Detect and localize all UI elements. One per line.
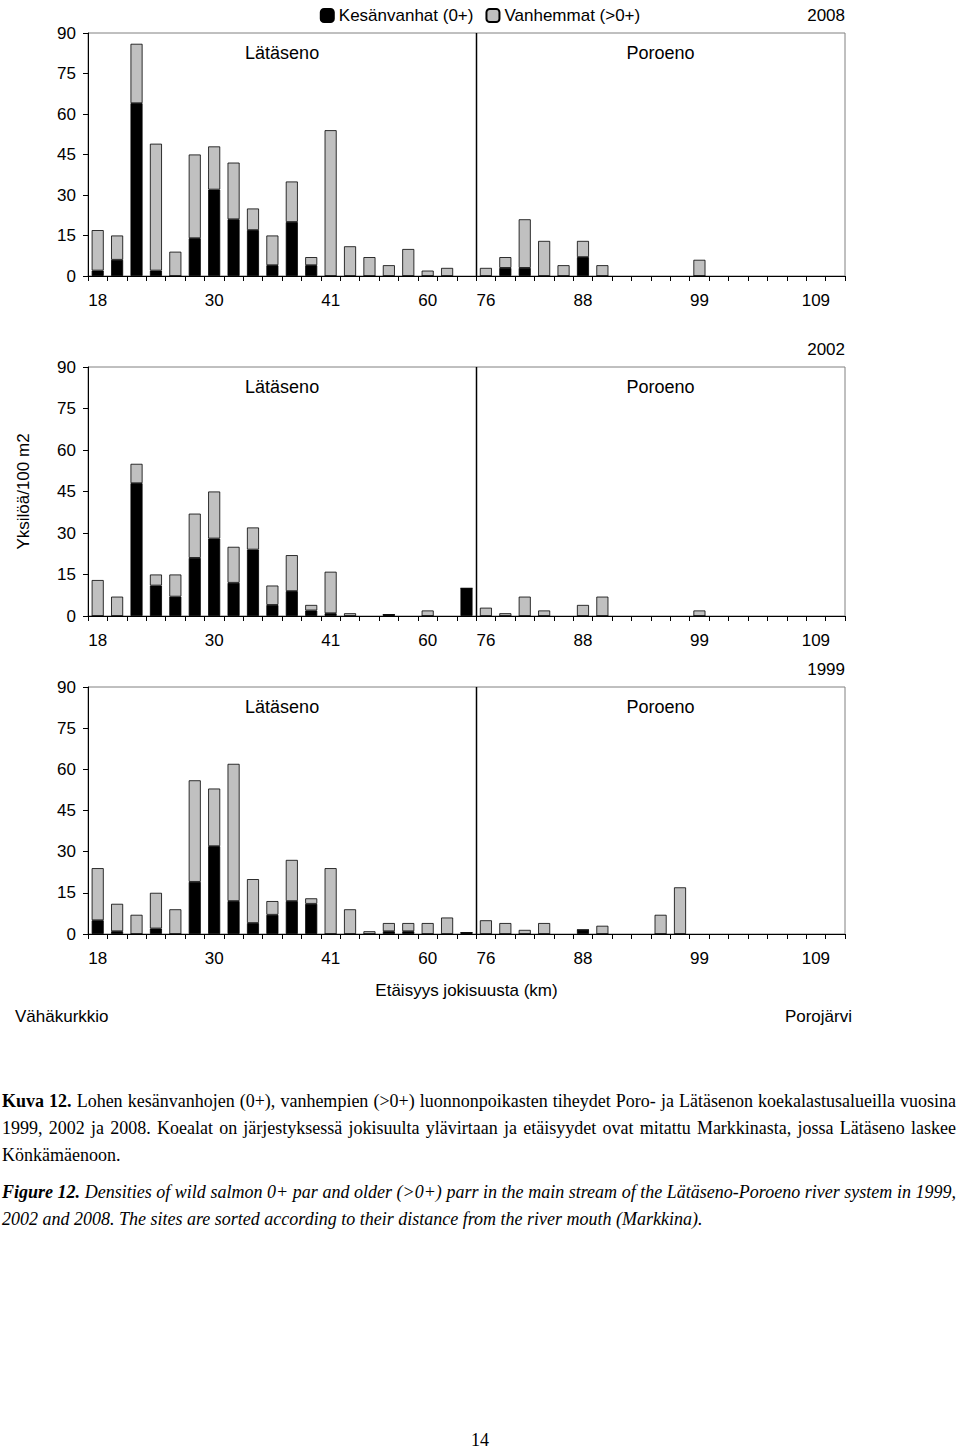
svg-text:75: 75 bbox=[57, 719, 76, 738]
svg-text:60: 60 bbox=[57, 760, 76, 779]
svg-text:30: 30 bbox=[57, 524, 76, 543]
svg-text:Poroeno: Poroeno bbox=[627, 697, 695, 717]
svg-text:Poroeno: Poroeno bbox=[627, 377, 695, 397]
svg-text:41: 41 bbox=[321, 949, 340, 968]
svg-text:99: 99 bbox=[690, 291, 709, 310]
svg-text:90: 90 bbox=[57, 358, 76, 377]
svg-text:15: 15 bbox=[57, 565, 76, 584]
svg-text:60: 60 bbox=[418, 631, 437, 650]
html-text:Figure 12. Densities of wild s: Figure 12. Densities of wild salmon 0+ p… bbox=[2, 1182, 956, 1229]
svg-text:Yksilöä/100 m2: Yksilöä/100 m2 bbox=[14, 433, 33, 549]
svg-text:45: 45 bbox=[57, 482, 76, 501]
svg-text:60: 60 bbox=[418, 949, 437, 968]
svg-text:90: 90 bbox=[57, 678, 76, 697]
svg-text:1999: 1999 bbox=[807, 660, 845, 679]
svg-text:15: 15 bbox=[57, 883, 76, 902]
svg-text:45: 45 bbox=[57, 145, 76, 164]
svg-text:75: 75 bbox=[57, 64, 76, 83]
svg-text:30: 30 bbox=[205, 949, 224, 968]
svg-text:88: 88 bbox=[574, 949, 593, 968]
svg-text:109: 109 bbox=[802, 291, 830, 310]
svg-text:Lätäseno: Lätäseno bbox=[245, 377, 319, 397]
svg-text:30: 30 bbox=[205, 291, 224, 310]
svg-text:41: 41 bbox=[321, 631, 340, 650]
svg-text:99: 99 bbox=[690, 631, 709, 650]
svg-text:2008: 2008 bbox=[807, 6, 845, 25]
svg-text:0: 0 bbox=[67, 607, 76, 626]
svg-text:99: 99 bbox=[690, 949, 709, 968]
svg-text:75: 75 bbox=[57, 399, 76, 418]
svg-text:18: 18 bbox=[88, 949, 107, 968]
svg-text:88: 88 bbox=[574, 631, 593, 650]
svg-text:76: 76 bbox=[476, 291, 495, 310]
svg-text:Vähäkurkkio: Vähäkurkkio bbox=[15, 1007, 109, 1026]
svg-text:76: 76 bbox=[476, 631, 495, 650]
svg-text:30: 30 bbox=[57, 186, 76, 205]
svg-text:2002: 2002 bbox=[807, 340, 845, 359]
svg-text:41: 41 bbox=[321, 291, 340, 310]
svg-text:45: 45 bbox=[57, 801, 76, 820]
svg-text:18: 18 bbox=[88, 631, 107, 650]
svg-text:15: 15 bbox=[57, 226, 76, 245]
svg-text:88: 88 bbox=[574, 291, 593, 310]
svg-text:0: 0 bbox=[67, 925, 76, 944]
svg-text:Lätäseno: Lätäseno bbox=[245, 697, 319, 717]
svg-text:90: 90 bbox=[57, 24, 76, 43]
svg-text:0: 0 bbox=[67, 267, 76, 286]
svg-text:30: 30 bbox=[57, 842, 76, 861]
svg-text:60: 60 bbox=[57, 441, 76, 460]
svg-text:60: 60 bbox=[418, 291, 437, 310]
svg-text:60: 60 bbox=[57, 105, 76, 124]
svg-text:Kesänvanhat (0+): Kesänvanhat (0+) bbox=[339, 6, 474, 25]
html-text:14: 14 bbox=[471, 1430, 489, 1450]
svg-text:Poroeno: Poroeno bbox=[627, 43, 695, 63]
svg-text:18: 18 bbox=[88, 291, 107, 310]
svg-text:Lätäseno: Lätäseno bbox=[245, 43, 319, 63]
svg-text:109: 109 bbox=[802, 949, 830, 968]
svg-text:Porojärvi: Porojärvi bbox=[785, 1007, 852, 1026]
html-text:Kuva 12. Lohen kesänvanhojen (: Kuva 12. Lohen kesänvanhojen (0+), vanhe… bbox=[2, 1091, 956, 1165]
svg-text:109: 109 bbox=[802, 631, 830, 650]
svg-text:Vanhemmat (>0+): Vanhemmat (>0+) bbox=[504, 6, 640, 25]
svg-text:30: 30 bbox=[205, 631, 224, 650]
svg-text:76: 76 bbox=[476, 949, 495, 968]
svg-text:Etäisyys jokisuusta (km): Etäisyys jokisuusta (km) bbox=[375, 981, 557, 1000]
